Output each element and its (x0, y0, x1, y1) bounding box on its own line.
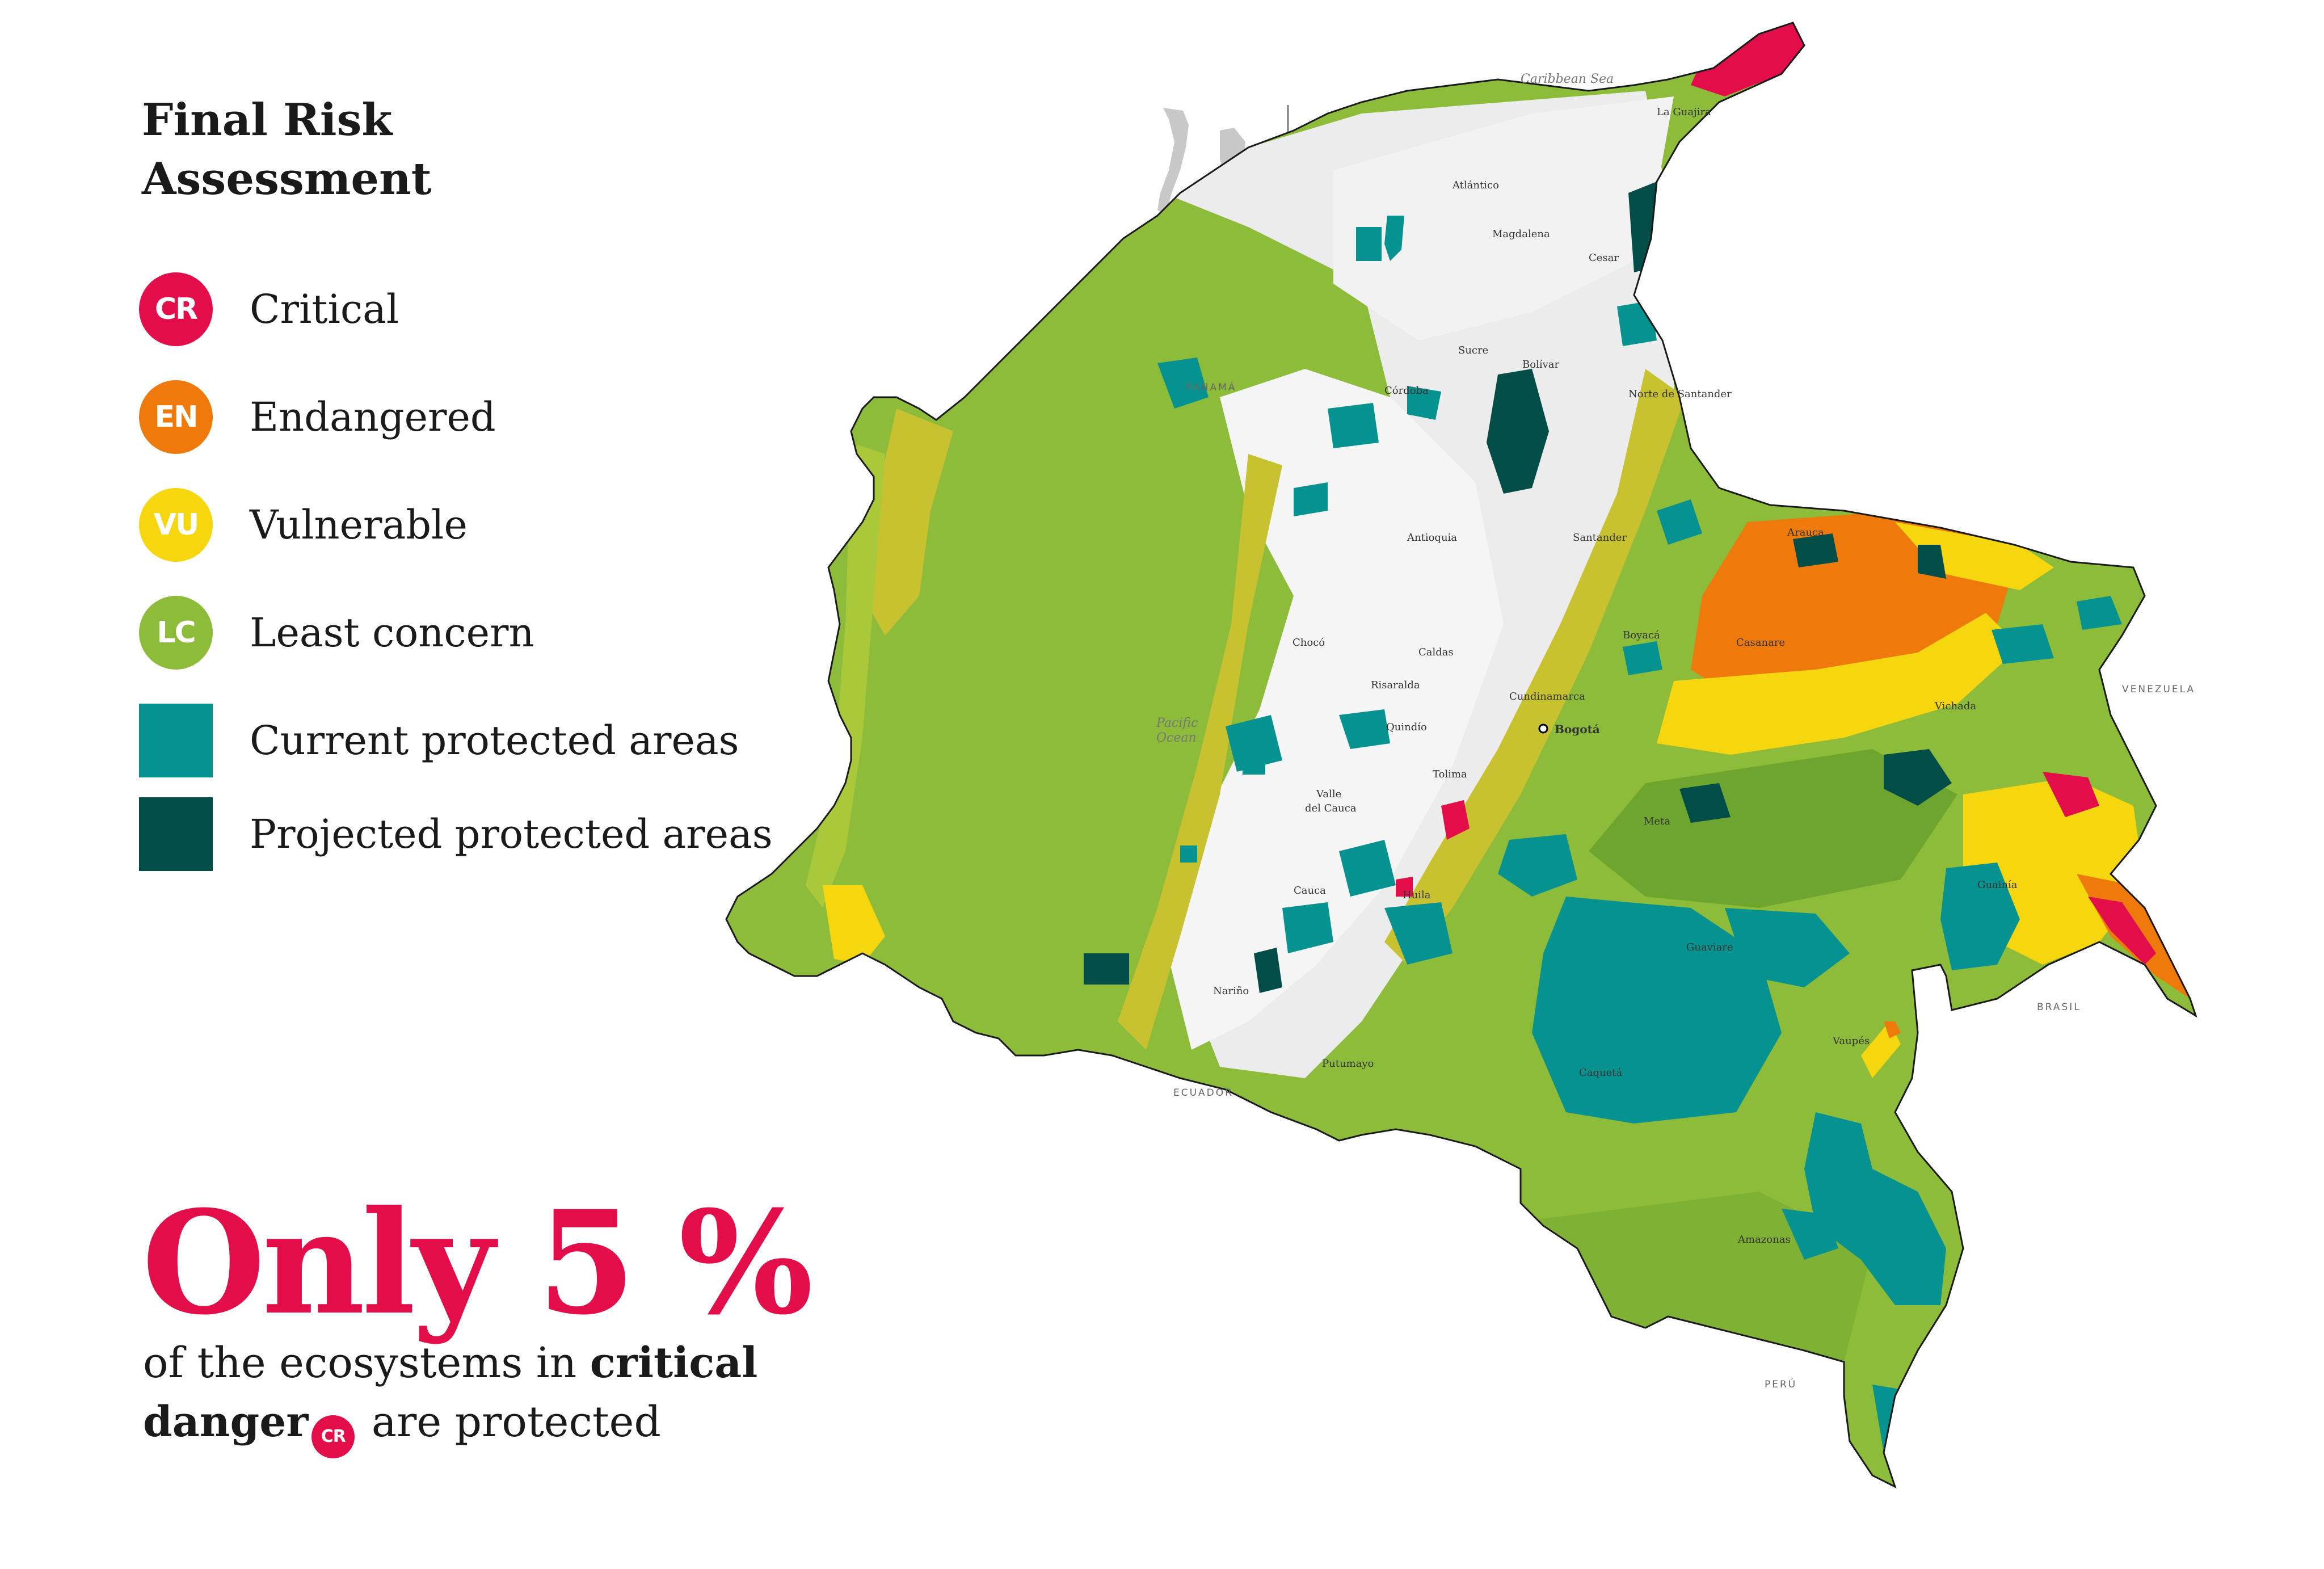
critical-inline-badge-icon: CR (311, 1415, 355, 1458)
legend-item-critical: CR Critical (139, 272, 820, 346)
dept-label-casanare: Casanare (1736, 637, 1785, 649)
legend-label-projected-protected: Projected protected areas (250, 811, 773, 857)
legend-item-projected-protected: Projected protected areas (139, 797, 820, 871)
dept-label-sucre: Sucre (1458, 344, 1488, 356)
dept-label-cesar: Cesar (1589, 252, 1619, 264)
projected-protected-swatch-icon (139, 797, 213, 871)
country-label-brasil: BRASIL (2037, 1002, 2081, 1013)
capital-label: Bogotá (1555, 722, 1600, 736)
country-label-panama: PANAMÁ (1186, 381, 1236, 393)
sea-label-pacific-2: Ocean (1156, 731, 1197, 745)
country-label-venezuela: VENEZUELA (2122, 684, 2195, 695)
vulnerable-badge-icon: VU (139, 488, 213, 562)
dept-label-cordoba: Córdoba (1384, 385, 1429, 397)
least-concern-badge-icon: LC (139, 596, 213, 670)
title-line-1: Final Risk (142, 94, 393, 146)
dept-label-guaviare: Guaviare (1686, 941, 1733, 953)
stat-text-2: are protected (358, 1398, 661, 1446)
legend-item-vulnerable: VU Vulnerable (139, 488, 820, 562)
dept-label-cauca: Cauca (1294, 885, 1326, 897)
dept-label-valle-del-cauca-1: Valle (1316, 788, 1341, 800)
dept-label-vaupes: Vaupés (1832, 1035, 1870, 1047)
dept-label-meta: Meta (1644, 815, 1670, 827)
offshore-islands (1084, 216, 1404, 985)
dept-label-antioquia: Antioquia (1407, 532, 1457, 544)
legend-label-current-protected: Current protected areas (250, 717, 739, 764)
dept-label-arauca: Arauca (1787, 527, 1824, 539)
dept-label-caldas: Caldas (1418, 646, 1454, 658)
colombia-territory (725, 22, 2197, 1488)
headline-stat: Only 5 % (142, 1179, 813, 1346)
legend-item-current-protected: Current protected areas (139, 704, 820, 777)
dept-label-santander: Santander (1573, 532, 1627, 544)
dept-label-quindio: Quindío (1386, 721, 1427, 733)
dept-label-risaralda: Risaralda (1371, 679, 1420, 691)
san-andres-island (1157, 108, 1189, 216)
dept-label-caqueta: Caquetá (1579, 1067, 1623, 1079)
title-line-2: Assessment (142, 153, 432, 205)
legend-label-vulnerable: Vulnerable (250, 502, 468, 548)
dept-label-vichada: Vichada (1934, 700, 1976, 712)
dept-label-magdalena: Magdalena (1492, 228, 1550, 240)
dept-label-narino: Nariño (1213, 985, 1249, 997)
dept-label-boyaca: Boyacá (1623, 629, 1660, 641)
department-labels: La Guajira Atlántico Magdalena Cesar Suc… (1213, 106, 2018, 1246)
stat-bold-1: critical (590, 1339, 758, 1387)
current-protected-swatch-icon (139, 704, 213, 777)
dept-label-choco: Chocó (1292, 637, 1325, 649)
legend-item-endangered: EN Endangered (139, 380, 820, 454)
stat-description: of the ecosystems in critical danger CR a… (143, 1334, 824, 1458)
country-label-peru: PERÚ (1765, 1378, 1797, 1390)
dept-label-bolivar: Bolívar (1522, 359, 1559, 371)
capital-marker-icon (1538, 723, 1548, 734)
dept-label-valle-del-cauca-2: del Cauca (1305, 802, 1357, 814)
dept-label-la-guajira: La Guajira (1657, 106, 1711, 118)
endangered-badge-icon: EN (139, 380, 213, 454)
dept-label-norte-de-santander: Norte de Santander (1628, 388, 1732, 400)
dept-label-amazonas: Amazonas (1737, 1234, 1791, 1246)
dept-label-guainia: Guainía (1977, 879, 2018, 891)
country-label-ecuador: ECUADOR (1173, 1087, 1233, 1099)
legend-label-endangered: Endangered (250, 394, 496, 440)
protected-areas (1157, 96, 2122, 1453)
dept-label-cundinamarca: Cundinamarca (1509, 691, 1585, 703)
stat-bold-2: danger (143, 1398, 309, 1446)
dept-label-tolima: Tolima (1433, 768, 1467, 780)
page-title: Final Risk Assessment (142, 91, 539, 209)
stat-text-1: of the ecosystems in (143, 1339, 590, 1387)
legend-label-least-concern: Least concern (250, 609, 534, 656)
sea-label-pacific-1: Pacific (1156, 716, 1198, 730)
dept-label-putumayo: Putumayo (1322, 1058, 1374, 1070)
legend-item-least-concern: LC Least concern (139, 596, 820, 670)
legend-label-critical: Critical (250, 286, 399, 333)
dept-label-atlantico: Atlántico (1452, 179, 1499, 191)
dept-label-huila: Huila (1403, 889, 1431, 901)
sea-label-caribbean: Caribbean Sea (1521, 72, 1614, 86)
critical-badge-icon: CR (139, 272, 213, 346)
